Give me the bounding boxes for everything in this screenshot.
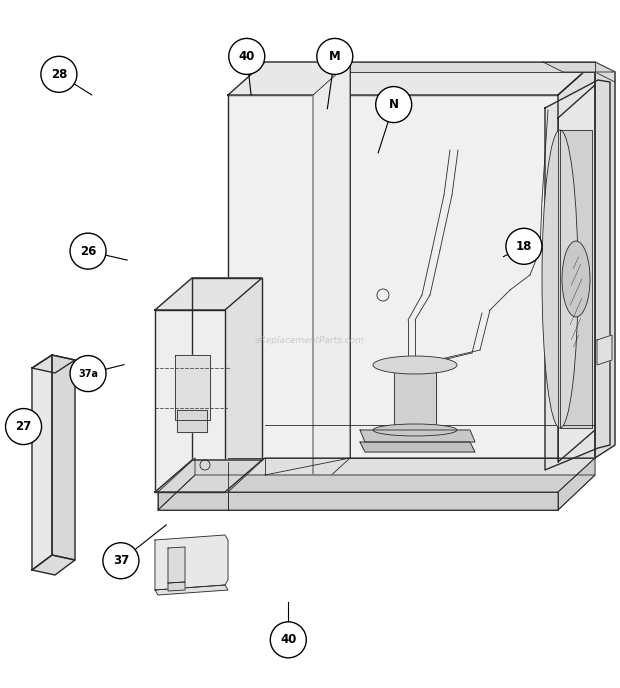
Polygon shape — [560, 130, 592, 428]
Text: 40: 40 — [239, 50, 255, 63]
Polygon shape — [32, 355, 52, 570]
Polygon shape — [228, 95, 558, 492]
Text: eReplacementParts.com: eReplacementParts.com — [255, 336, 365, 345]
Polygon shape — [175, 355, 210, 420]
Polygon shape — [155, 535, 228, 590]
Ellipse shape — [373, 424, 457, 436]
Polygon shape — [228, 62, 595, 95]
Polygon shape — [558, 62, 595, 492]
Polygon shape — [313, 62, 350, 492]
Polygon shape — [360, 430, 475, 442]
Polygon shape — [545, 80, 610, 470]
Circle shape — [70, 356, 106, 391]
Polygon shape — [52, 355, 75, 560]
Polygon shape — [158, 458, 195, 510]
Ellipse shape — [373, 356, 457, 374]
Polygon shape — [350, 62, 595, 72]
Text: N: N — [389, 98, 399, 111]
Polygon shape — [394, 365, 436, 430]
Polygon shape — [595, 62, 615, 458]
Polygon shape — [158, 475, 595, 510]
Polygon shape — [168, 582, 185, 591]
Circle shape — [317, 39, 353, 74]
Polygon shape — [228, 458, 595, 492]
Circle shape — [103, 543, 139, 579]
Circle shape — [41, 56, 77, 92]
Polygon shape — [32, 355, 75, 373]
Ellipse shape — [562, 241, 590, 317]
Polygon shape — [155, 278, 262, 310]
Circle shape — [6, 409, 42, 444]
Circle shape — [376, 87, 412, 122]
Polygon shape — [32, 555, 75, 575]
Polygon shape — [228, 458, 595, 492]
Polygon shape — [543, 62, 615, 72]
Text: 18: 18 — [516, 240, 532, 252]
Text: 37: 37 — [113, 555, 129, 567]
Polygon shape — [558, 458, 595, 510]
Polygon shape — [192, 278, 262, 460]
Text: 37a: 37a — [78, 369, 98, 378]
Polygon shape — [597, 335, 612, 365]
Text: 40: 40 — [280, 634, 296, 646]
Circle shape — [506, 228, 542, 264]
Text: M: M — [329, 50, 340, 63]
Ellipse shape — [542, 130, 578, 428]
Circle shape — [70, 233, 106, 269]
Circle shape — [229, 39, 265, 74]
Circle shape — [270, 622, 306, 658]
Text: 26: 26 — [80, 245, 96, 257]
Polygon shape — [177, 410, 207, 432]
Polygon shape — [360, 442, 475, 452]
Polygon shape — [168, 547, 185, 583]
Polygon shape — [155, 460, 262, 492]
Polygon shape — [158, 492, 558, 510]
Text: 28: 28 — [51, 68, 67, 80]
Polygon shape — [155, 310, 225, 492]
Polygon shape — [558, 85, 595, 462]
Text: 27: 27 — [16, 420, 32, 433]
Polygon shape — [155, 585, 228, 595]
